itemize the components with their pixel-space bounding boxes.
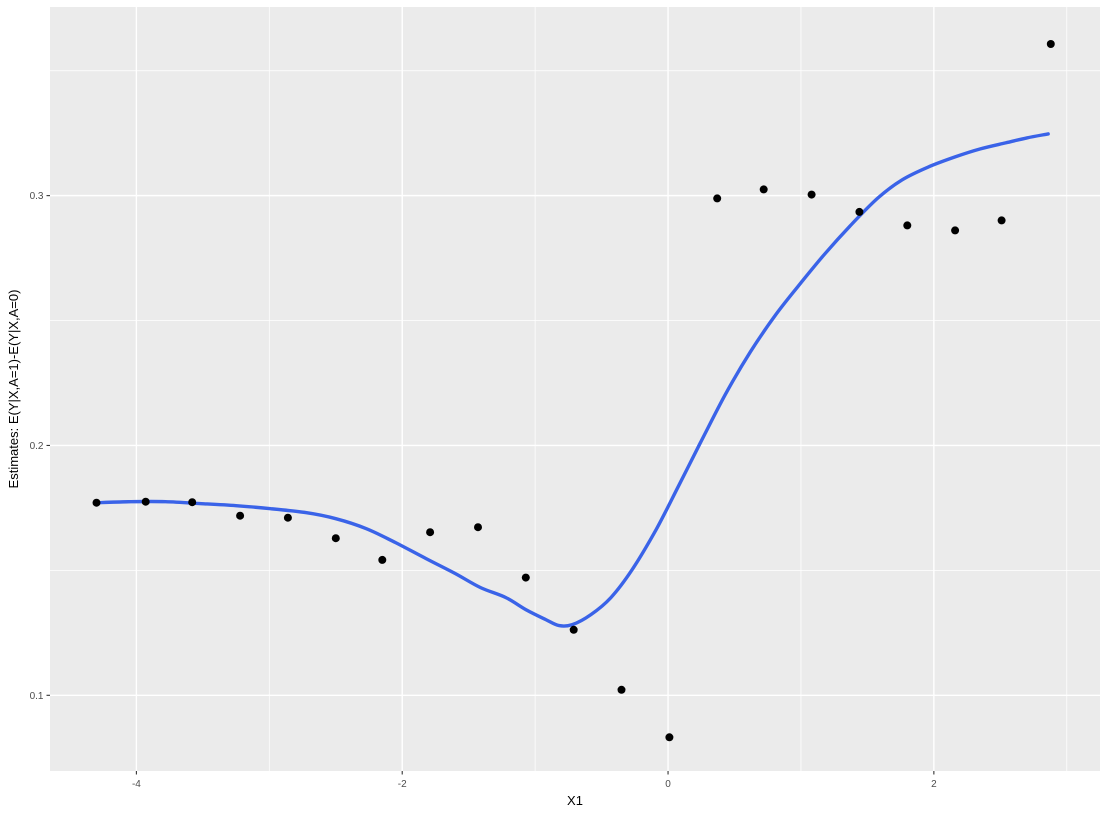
data-point [1046, 40, 1055, 48]
x-axis-ticks: -4 -2 0 2 [132, 771, 937, 790]
x-axis-title: X1 [567, 793, 583, 808]
x-tick-label: -2 [398, 779, 407, 790]
data-point [474, 523, 482, 532]
data-point [665, 733, 674, 742]
data-point [807, 190, 816, 199]
gridlines-minor [50, 7, 1100, 771]
data-point [569, 625, 578, 634]
x-tick-label: -4 [132, 779, 141, 790]
data-point [759, 185, 768, 194]
data-point [92, 498, 101, 507]
data-point [997, 216, 1006, 225]
y-axis-title: Estimates: E(Y|X,A=1)-E(Y|X,A=0) [6, 290, 21, 489]
data-point [951, 226, 960, 235]
x-tick-label: 0 [665, 779, 671, 790]
gridlines-major [50, 7, 1100, 771]
data-points [92, 40, 1055, 742]
y-tick-label: 0.1 [30, 691, 44, 702]
data-point [855, 207, 864, 216]
data-point [713, 194, 722, 203]
y-tick-label: 0.2 [30, 441, 44, 452]
data-point [141, 497, 150, 506]
y-axis-ticks: 0.1 0.2 0.3 [30, 191, 50, 702]
x-tick-label: 2 [931, 779, 937, 790]
panel-background [50, 7, 1100, 771]
data-point [521, 573, 530, 582]
data-point [378, 555, 387, 564]
data-point [236, 511, 245, 520]
smooth-curve [96, 132, 1050, 628]
data-point [283, 513, 292, 522]
data-point [331, 534, 340, 543]
y-tick-label: 0.3 [30, 191, 44, 202]
data-point [426, 528, 435, 537]
data-point [617, 685, 626, 694]
data-point [188, 498, 197, 507]
data-point [903, 221, 912, 230]
